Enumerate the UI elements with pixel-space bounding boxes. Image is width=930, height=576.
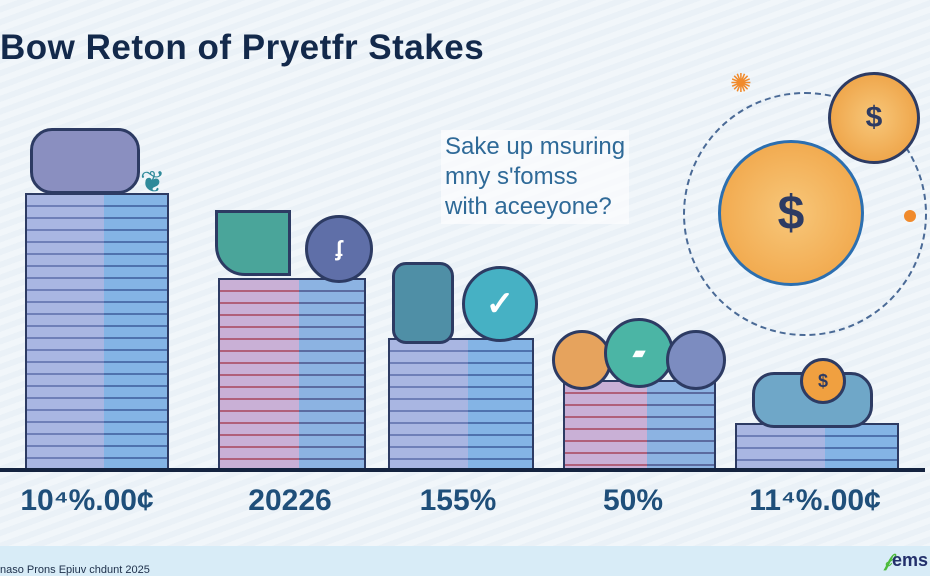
- coin-icon: ▰: [604, 318, 674, 388]
- stack-4: [563, 380, 716, 470]
- check-coin-icon: ✓: [462, 266, 538, 342]
- footer: naso Prons Epiuv chdunt 2025 𝒻ems: [0, 546, 930, 576]
- coin-icon: [666, 330, 726, 390]
- coin-symbol: $: [777, 186, 805, 240]
- logo-text: ems: [891, 550, 928, 570]
- question-line: with aceeyone?: [445, 193, 612, 220]
- question-line: Sake up msuring: [445, 133, 626, 160]
- piggy-bank-icon: [30, 128, 140, 194]
- calculator-icon: [392, 262, 454, 344]
- dollar-coin-icon: $: [828, 72, 920, 164]
- coin-symbol: $: [865, 101, 883, 134]
- stack-3: [388, 338, 534, 470]
- page-title: Bow Reton of Pryetfr Stakes: [0, 28, 485, 67]
- footer-text: naso Prons Epiuv chdunt 2025: [0, 564, 150, 576]
- stack-label: 50%: [602, 484, 664, 517]
- stack-label: 11⁴%.00¢: [749, 484, 881, 517]
- dollar-coin-icon: $: [800, 358, 846, 404]
- baseline: [0, 468, 925, 472]
- logo-mark: 𝒻: [883, 550, 892, 570]
- stack-label: 155%: [419, 484, 497, 517]
- check-icon: [215, 210, 291, 276]
- coin-symbol: $: [817, 370, 828, 391]
- stack-label: 10⁴%.00¢: [20, 484, 154, 517]
- stack-5: [735, 423, 899, 470]
- dashed-orbit: [683, 92, 927, 336]
- leaf-icon: ❦: [140, 166, 166, 199]
- stack-2: [218, 278, 366, 470]
- coin-icon: [552, 330, 612, 390]
- dollar-coin-icon: $: [718, 140, 864, 286]
- dot-icon: [904, 210, 916, 222]
- question-callout: Sake up msuring mny s'fomss with aceeyon…: [441, 130, 630, 224]
- question-line: mny s'fomss: [445, 163, 578, 190]
- coin-icon: ʄ: [305, 215, 373, 283]
- sparkle-icon: ✺: [730, 68, 752, 98]
- logo: 𝒻ems: [884, 550, 928, 571]
- stack-1: [25, 193, 169, 470]
- stack-label: 20226: [248, 484, 332, 517]
